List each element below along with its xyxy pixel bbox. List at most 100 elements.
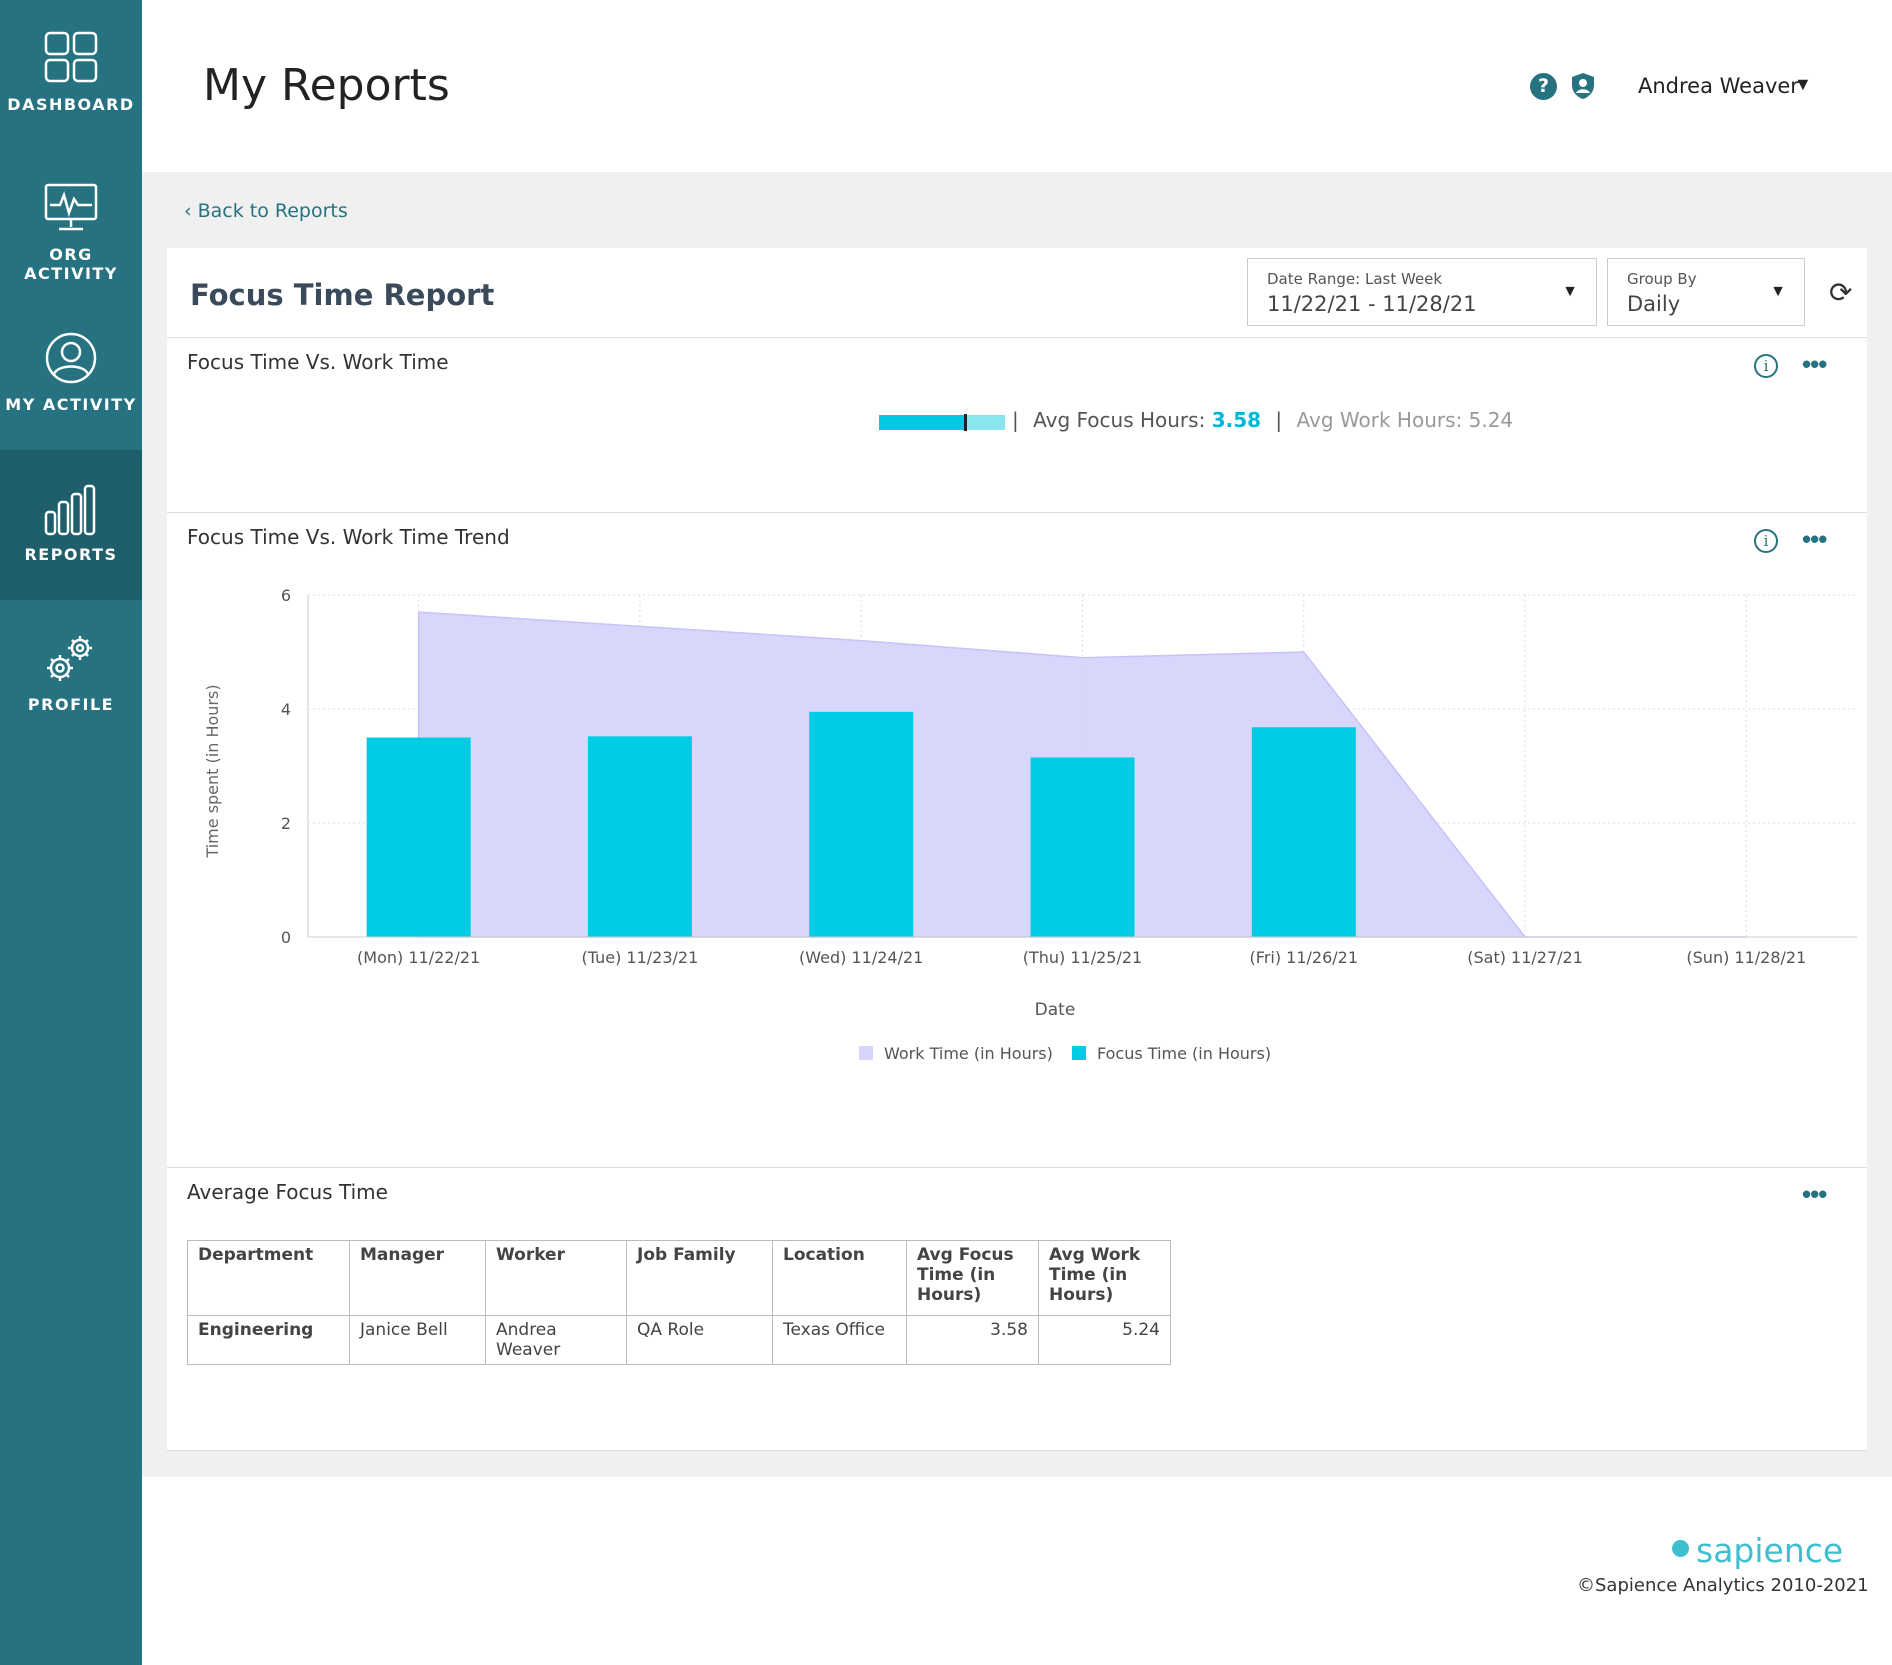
avg-focus-value: 3.58 — [1211, 408, 1262, 432]
nav-profile[interactable]: PROFILE — [0, 600, 142, 750]
group-by-value: Daily — [1627, 292, 1681, 316]
table-cell: Janice Bell — [349, 1315, 486, 1365]
dashboard-grid-icon — [44, 31, 98, 83]
table-cell: QA Role — [626, 1315, 773, 1365]
summary-card: Focus Time Vs. Work Time i ••• | Avg Foc… — [167, 338, 1867, 513]
x-tick-label: (Wed) 11/24/21 — [799, 948, 923, 967]
average-title: Average Focus Time — [187, 1180, 388, 1204]
focus-ratio-fill — [879, 415, 966, 430]
y-tick-label: 2 — [281, 814, 291, 833]
main-content: ‹ Back to Reports Focus Time Report Date … — [142, 172, 1892, 1477]
monitor-pulse-icon — [44, 183, 98, 231]
trend-title: Focus Time Vs. Work Time Trend — [187, 525, 510, 549]
x-tick-label: (Tue) 11/23/21 — [582, 948, 699, 967]
nav-org-activity[interactable]: ORG ACTIVITY — [0, 150, 142, 300]
average-card: Average Focus Time ••• Department Manage… — [167, 1168, 1867, 1451]
avg-summary: | Avg Focus Hours: 3.58 | Avg Work Hours… — [1012, 408, 1513, 432]
header: My Reports ? Andrea Weaver ▼ — [142, 0, 1892, 172]
more-options-icon[interactable]: ••• — [1802, 349, 1827, 379]
trend-chart: 0 2 4 6 (Mon) 11/22/21 (Tue) 11/23/21 (Wed) 11… — [203, 586, 1857, 1063]
sapience-logo: sapience — [1696, 1531, 1844, 1570]
x-tick-label: (Sat) 11/27/21 — [1467, 948, 1583, 967]
avg-work-label: Avg Work Hours: — [1296, 408, 1463, 432]
x-tick-label: (Mon) 11/22/21 — [357, 948, 480, 967]
nav-my-activity[interactable]: MY ACTIVITY — [0, 300, 142, 450]
more-options-icon[interactable]: ••• — [1802, 524, 1827, 554]
column-header[interactable]: Location — [772, 1240, 907, 1316]
date-range-select[interactable]: Date Range: Last Week 11/22/21 - 11/28/2… — [1247, 258, 1597, 326]
x-tick-label: (Sun) 11/28/21 — [1686, 948, 1806, 967]
focus-time-bar — [809, 711, 914, 937]
legend-label: Focus Time (in Hours) — [1097, 1044, 1271, 1063]
legend-swatch — [1072, 1046, 1086, 1060]
back-to-reports-link[interactable]: ‹ Back to Reports — [184, 200, 348, 222]
separator: | — [1275, 408, 1283, 432]
column-header[interactable]: Avg Focus Time (in Hours) — [906, 1240, 1039, 1316]
x-tick-label: (Thu) 11/25/21 — [1023, 948, 1142, 967]
avg-focus-label: Avg Focus Hours: — [1033, 408, 1206, 432]
y-tick-label: 4 — [281, 700, 291, 719]
x-tick-label: (Fri) 11/26/21 — [1250, 948, 1359, 967]
table-cell: Andrea Weaver — [485, 1315, 627, 1365]
shield-user-icon[interactable] — [1570, 72, 1596, 100]
nav-label: DASHBOARD — [7, 95, 135, 114]
column-header[interactable]: Worker — [485, 1240, 627, 1316]
gears-icon — [47, 636, 92, 681]
legend-label: Work Time (in Hours) — [884, 1044, 1053, 1063]
date-range-label: Date Range: Last Week — [1267, 270, 1443, 288]
page-title: My Reports — [203, 60, 450, 111]
nav-label: MY ACTIVITY — [5, 395, 137, 414]
nav-reports[interactable]: REPORTS — [0, 450, 142, 600]
average-table: Department Manager Worker Job Family Loc… — [187, 1240, 1171, 1365]
y-axis-label: Time spent (in Hours) — [203, 684, 222, 858]
report-title: Focus Time Report — [190, 278, 495, 312]
nav-label: ORG ACTIVITY — [24, 245, 118, 283]
report-header: Focus Time Report Date Range: Last Week … — [167, 248, 1867, 338]
nav-label: PROFILE — [27, 695, 115, 714]
column-header[interactable]: Job Family — [626, 1240, 773, 1316]
group-by-label: Group By — [1627, 270, 1697, 288]
dropdown-caret-icon: ▼ — [1562, 283, 1578, 300]
user-menu-name[interactable]: Andrea Weaver — [1638, 74, 1799, 98]
info-icon[interactable]: i — [1754, 354, 1778, 378]
column-header[interactable]: Manager — [349, 1240, 486, 1316]
column-header[interactable]: Department — [187, 1240, 350, 1316]
info-icon[interactable]: i — [1754, 529, 1778, 553]
trend-card: Focus Time Vs. Work Time Trend i ••• 0 2 4… — [167, 513, 1867, 1168]
column-header[interactable]: Avg Work Time (in Hours) — [1038, 1240, 1171, 1316]
bar-chart-icon — [44, 484, 96, 536]
sapience-logo-dot — [1672, 1540, 1689, 1557]
focus-ratio-marker — [964, 414, 968, 431]
y-tick-label: 0 — [281, 928, 291, 947]
table-header-row: Department Manager Worker Job Family Loc… — [187, 1240, 1171, 1316]
focus-work-ratio-bar — [879, 414, 1005, 431]
copyright: ©Sapience Analytics 2010-2021 — [1577, 1575, 1869, 1596]
legend-swatch — [859, 1046, 873, 1060]
nav-dashboard[interactable]: DASHBOARD — [0, 0, 142, 150]
separator: | — [1012, 408, 1019, 432]
nav-label: REPORTS — [24, 545, 118, 564]
focus-time-bar — [587, 736, 692, 937]
group-by-select[interactable]: Group By Daily ▼ — [1607, 258, 1805, 326]
more-options-icon[interactable]: ••• — [1802, 1179, 1827, 1209]
dropdown-caret-icon: ▼ — [1770, 283, 1786, 300]
user-circle-icon — [45, 332, 97, 384]
focus-time-bar — [1251, 727, 1356, 937]
help-icon[interactable]: ? — [1530, 73, 1557, 100]
summary-title: Focus Time Vs. Work Time — [187, 350, 449, 374]
focus-time-bar — [1030, 757, 1135, 937]
focus-time-bar — [366, 737, 471, 937]
table-cell: Engineering — [187, 1315, 350, 1365]
sidebar: DASHBOARD ORG ACTIVITY MY ACTIVITY — [0, 0, 142, 1665]
avg-work-value: 5.24 — [1468, 408, 1514, 432]
chevron-left-icon: ‹ — [184, 200, 192, 222]
table-row: Engineering Janice Bell Andrea Weaver QA… — [187, 1315, 1171, 1365]
date-range-value: 11/22/21 - 11/28/21 — [1267, 292, 1477, 316]
table-cell: Texas Office — [772, 1315, 907, 1365]
x-axis-label: Date — [1035, 1000, 1076, 1020]
table-cell: 5.24 — [1038, 1315, 1171, 1365]
chevron-down-icon[interactable]: ▼ — [1794, 74, 1812, 94]
back-link-label: Back to Reports — [197, 200, 348, 222]
table-cell: 3.58 — [906, 1315, 1039, 1365]
refresh-icon[interactable]: ⟳ — [1829, 277, 1853, 308]
